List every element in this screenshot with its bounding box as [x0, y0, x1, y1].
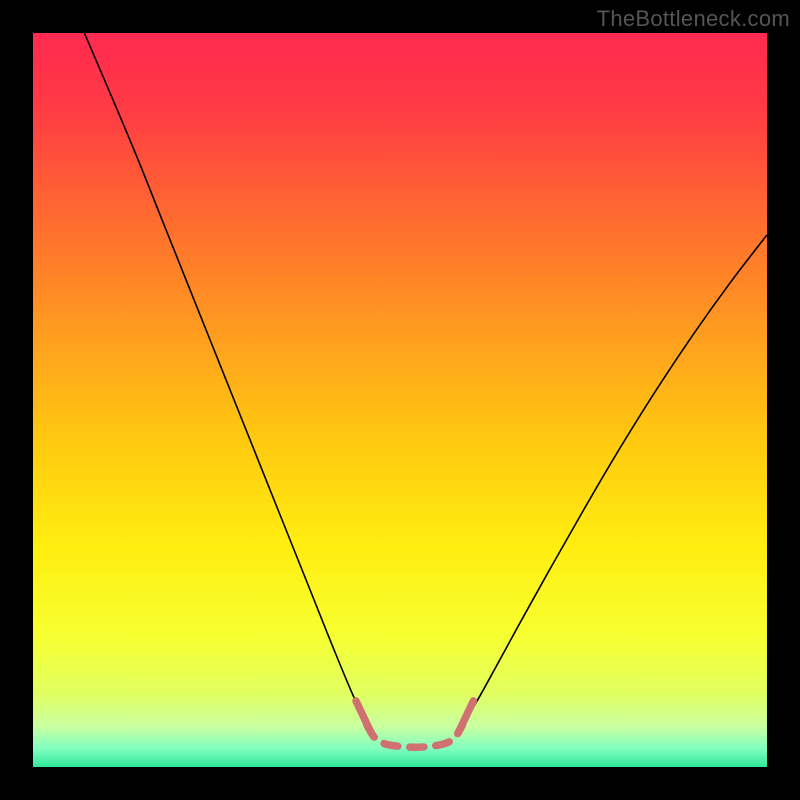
- bottleneck-curve-chart: [33, 33, 767, 767]
- plot-area: [33, 33, 767, 767]
- chart-container: TheBottleneck.com: [0, 0, 800, 800]
- chart-background: [33, 33, 767, 767]
- watermark-text: TheBottleneck.com: [597, 6, 790, 32]
